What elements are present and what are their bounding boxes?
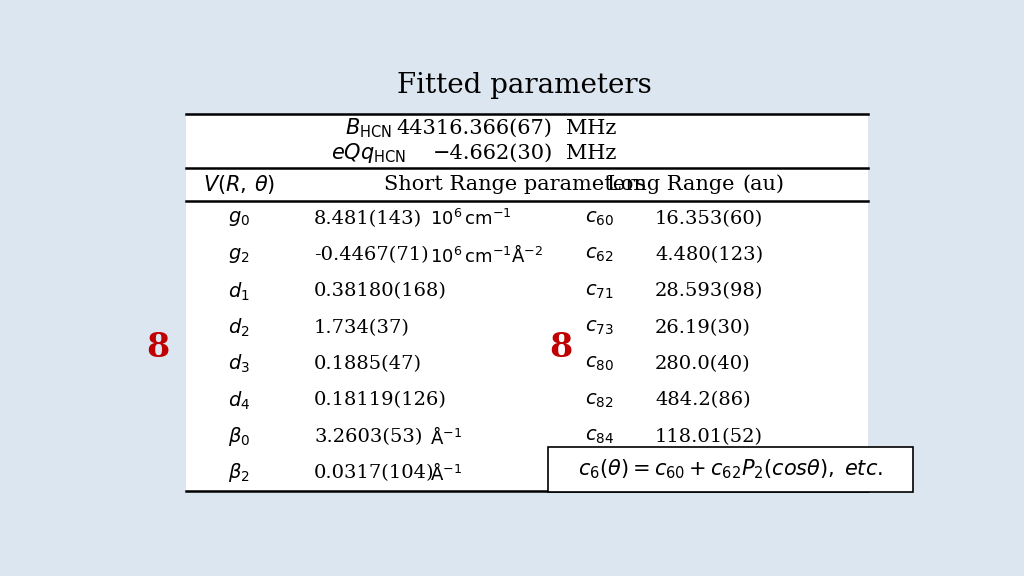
Text: 8: 8	[145, 331, 169, 363]
Text: $eQq_{\mathrm{HCN}}$: $eQq_{\mathrm{HCN}}$	[331, 141, 406, 165]
Text: 8: 8	[549, 331, 572, 363]
Text: 1.734(37): 1.734(37)	[314, 319, 410, 337]
Text: $c_{73}$: $c_{73}$	[585, 319, 613, 337]
Text: $\beta_2$: $\beta_2$	[228, 461, 250, 484]
Text: $c_6(\theta) = c_{60} + c_{62}P_2(cos\theta),\;etc.$: $c_6(\theta) = c_{60} + c_{62}P_2(cos\th…	[579, 458, 883, 482]
Text: 0.18119(126): 0.18119(126)	[314, 391, 446, 410]
FancyBboxPatch shape	[186, 114, 868, 491]
Text: −4.662(30): −4.662(30)	[432, 143, 553, 162]
Text: $c_{80}$: $c_{80}$	[585, 355, 613, 373]
Text: 44316.366(67): 44316.366(67)	[397, 119, 553, 138]
Text: $c_{82}$: $c_{82}$	[585, 391, 613, 410]
Text: $d_1$: $d_1$	[228, 281, 250, 302]
Text: $10^6\,\mathrm{cm}^{-1}$: $10^6\,\mathrm{cm}^{-1}$	[430, 209, 512, 229]
Text: 280.0(40): 280.0(40)	[655, 355, 751, 373]
Text: 16.353(60): 16.353(60)	[655, 210, 763, 228]
Text: 8.481(143): 8.481(143)	[314, 210, 422, 228]
Text: $d_3$: $d_3$	[228, 353, 250, 375]
Text: $c_{91}$: $c_{91}$	[585, 464, 613, 482]
Text: MHz: MHz	[566, 119, 616, 138]
Text: 118.01(52): 118.01(52)	[655, 427, 763, 446]
Text: 4.480(123): 4.480(123)	[655, 246, 763, 264]
Text: Fitted parameters: Fitted parameters	[397, 72, 652, 99]
Text: 0.0317(104): 0.0317(104)	[314, 464, 434, 482]
Text: 0.38180(168): 0.38180(168)	[314, 282, 446, 301]
Text: 0.1885(47): 0.1885(47)	[314, 355, 422, 373]
Text: $V(R,\, \theta)$: $V(R,\, \theta)$	[203, 173, 274, 196]
Text: $d_4$: $d_4$	[227, 389, 250, 411]
Text: $d_2$: $d_2$	[228, 317, 250, 339]
Text: $\mathrm{\AA}^{-1}$: $\mathrm{\AA}^{-1}$	[430, 462, 462, 484]
Text: $c_{84}$: $c_{84}$	[585, 427, 613, 446]
Text: Long Range: Long Range	[607, 175, 734, 194]
Text: MHz: MHz	[566, 143, 616, 162]
Text: $10^6\,\mathrm{cm}^{-1}\mathrm{\AA}^{-2}$: $10^6\,\mathrm{cm}^{-1}\mathrm{\AA}^{-2}…	[430, 244, 544, 266]
Text: $g_0$: $g_0$	[227, 210, 250, 229]
Text: (au): (au)	[742, 175, 784, 194]
Text: 906.3(134): 906.3(134)	[655, 464, 763, 482]
Text: $c_{71}$: $c_{71}$	[585, 282, 613, 301]
Text: -0.4467(71): -0.4467(71)	[314, 246, 429, 264]
Text: 28.593(98): 28.593(98)	[655, 282, 763, 301]
Text: $c_{62}$: $c_{62}$	[585, 246, 613, 264]
Text: $c_{60}$: $c_{60}$	[585, 210, 613, 228]
Text: 26.19(30): 26.19(30)	[655, 319, 751, 337]
Text: $B_{\mathrm{HCN}}$: $B_{\mathrm{HCN}}$	[345, 116, 392, 140]
FancyBboxPatch shape	[548, 447, 913, 492]
Text: 3.2603(53): 3.2603(53)	[314, 427, 422, 446]
Text: $\beta_0$: $\beta_0$	[227, 425, 250, 448]
Text: 484.2(86): 484.2(86)	[655, 391, 751, 410]
Text: Short Range parameters: Short Range parameters	[384, 175, 646, 194]
Text: $g_2$: $g_2$	[228, 246, 250, 265]
Text: $\mathrm{\AA}^{-1}$: $\mathrm{\AA}^{-1}$	[430, 426, 462, 448]
